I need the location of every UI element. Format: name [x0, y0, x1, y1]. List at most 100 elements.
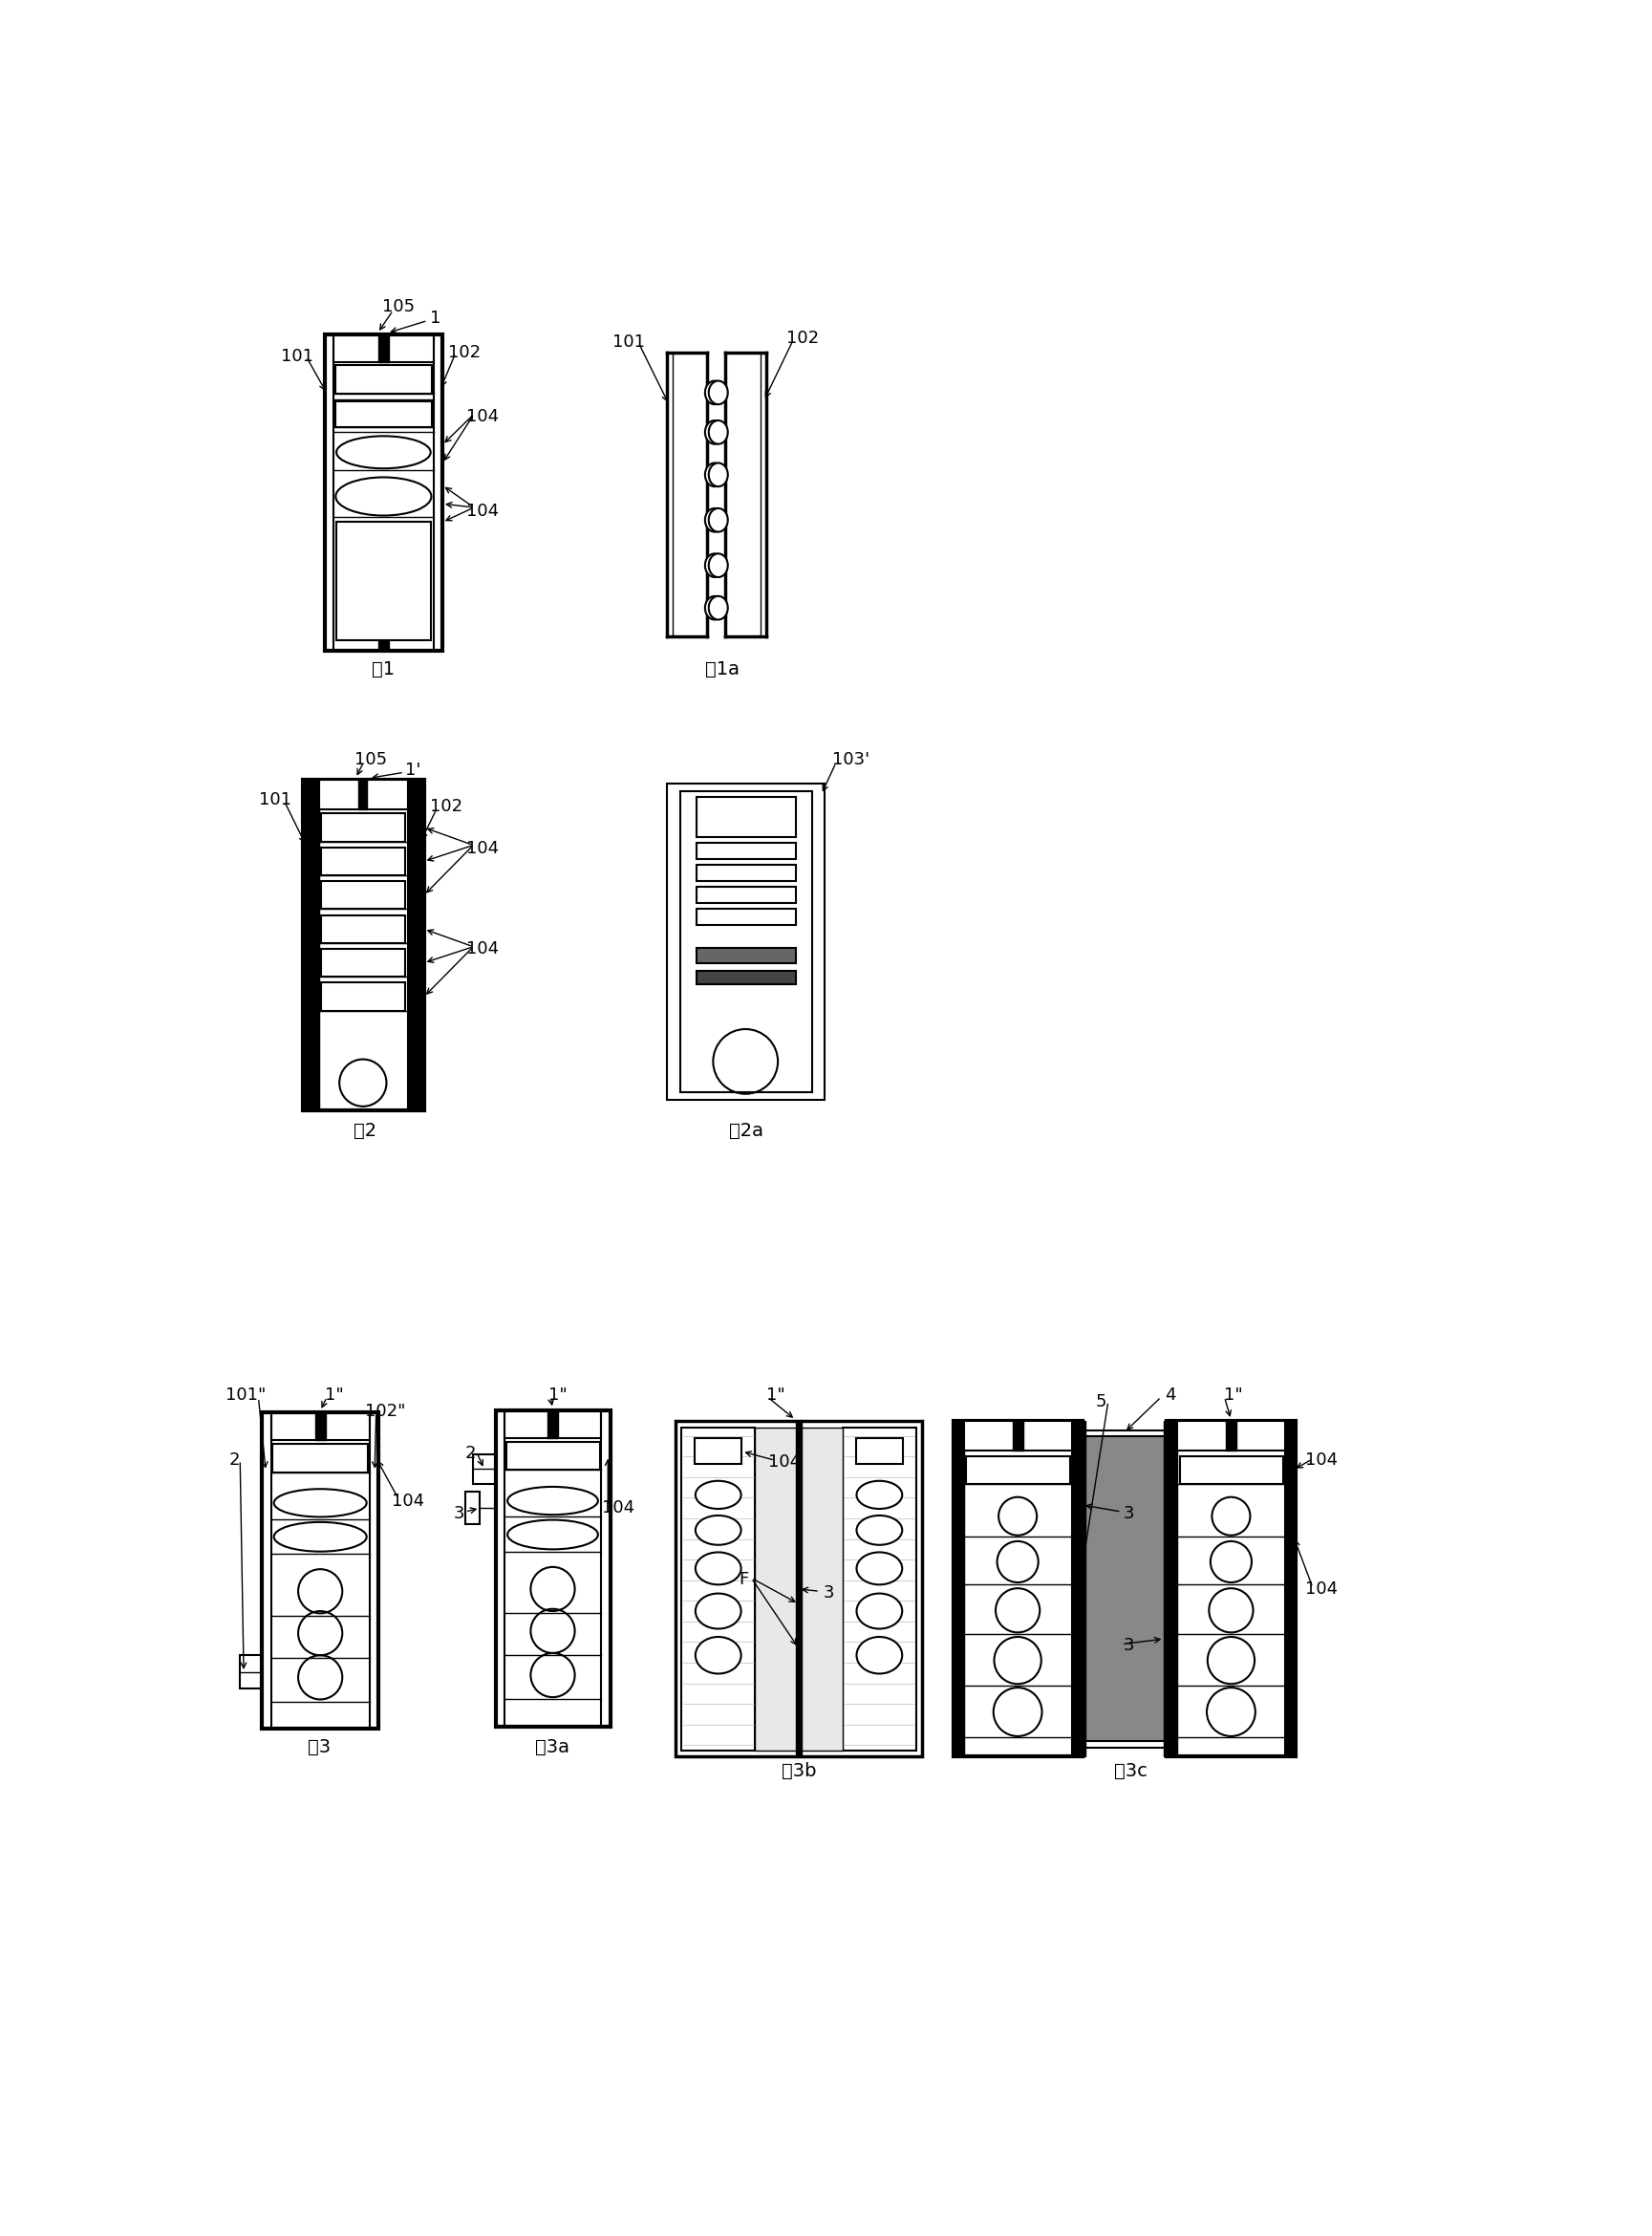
Bar	[302, 780, 425, 1111]
Bar	[547, 1411, 558, 1438]
Circle shape	[996, 1588, 1039, 1632]
Ellipse shape	[709, 420, 729, 445]
Text: 104: 104	[601, 1500, 634, 1516]
Ellipse shape	[857, 1480, 902, 1509]
Bar	[358, 780, 367, 809]
Ellipse shape	[709, 555, 729, 577]
Text: 102": 102"	[365, 1404, 406, 1420]
Text: 103': 103'	[833, 751, 869, 769]
Text: 图3: 图3	[307, 1737, 330, 1755]
Bar	[755, 1427, 843, 1751]
Bar	[378, 335, 388, 362]
Bar	[472, 1453, 496, 1485]
Text: 3: 3	[1123, 1637, 1135, 1655]
Bar	[334, 335, 433, 651]
Text: 104: 104	[466, 503, 499, 519]
Text: 104: 104	[1305, 1581, 1338, 1599]
Bar	[240, 1655, 263, 1688]
Text: 1': 1'	[405, 762, 421, 778]
Bar	[335, 364, 433, 394]
Text: 104: 104	[466, 409, 499, 425]
Text: 101": 101"	[226, 1386, 266, 1404]
Circle shape	[339, 1060, 387, 1107]
Bar	[1072, 1422, 1082, 1755]
Bar	[1165, 1422, 1170, 1755]
Text: 105: 105	[355, 751, 387, 769]
Text: 图3a: 图3a	[535, 1737, 570, 1755]
Bar	[695, 1438, 742, 1465]
Text: 2: 2	[228, 1451, 240, 1469]
Circle shape	[993, 1688, 1042, 1735]
Text: 图2a: 图2a	[729, 1122, 763, 1140]
Bar	[319, 780, 408, 809]
Bar	[320, 915, 406, 944]
Bar	[1080, 1431, 1170, 1746]
Ellipse shape	[705, 463, 724, 487]
Bar	[796, 1422, 801, 1755]
Bar	[667, 783, 824, 1100]
Bar	[273, 1444, 368, 1471]
Text: 102: 102	[448, 344, 481, 362]
Ellipse shape	[705, 380, 724, 405]
Bar	[408, 780, 425, 1111]
Ellipse shape	[705, 555, 724, 577]
Text: 1": 1"	[1224, 1386, 1242, 1404]
Ellipse shape	[709, 508, 729, 532]
Ellipse shape	[695, 1594, 742, 1628]
Bar	[316, 1413, 325, 1440]
Ellipse shape	[709, 597, 729, 619]
Circle shape	[1208, 1637, 1254, 1684]
Text: 3: 3	[1123, 1505, 1135, 1523]
Text: 1": 1"	[325, 1386, 344, 1404]
Bar	[695, 910, 796, 926]
Bar	[325, 335, 443, 651]
Text: 104: 104	[466, 838, 499, 856]
Bar	[320, 984, 406, 1011]
Bar	[1082, 1436, 1166, 1742]
Circle shape	[1209, 1588, 1254, 1632]
Bar	[263, 1413, 378, 1728]
Bar	[856, 1438, 904, 1465]
Text: 104: 104	[466, 941, 499, 957]
Bar	[965, 1422, 1072, 1451]
Bar	[695, 843, 796, 859]
Bar	[1180, 1456, 1284, 1485]
Bar	[1079, 1422, 1085, 1755]
Bar	[1166, 1422, 1295, 1755]
Circle shape	[1206, 1688, 1256, 1735]
Bar	[965, 1422, 1072, 1755]
Bar	[271, 1413, 370, 1728]
Bar	[271, 1413, 370, 1440]
Bar	[966, 1456, 1070, 1485]
Bar	[320, 948, 406, 977]
Ellipse shape	[857, 1637, 902, 1675]
Bar	[320, 847, 406, 874]
Text: 102: 102	[430, 798, 463, 816]
Bar	[302, 780, 319, 1111]
Circle shape	[1211, 1541, 1252, 1583]
Bar	[695, 948, 796, 964]
Ellipse shape	[857, 1594, 902, 1628]
Text: 101: 101	[259, 792, 292, 807]
Text: 4: 4	[1165, 1386, 1176, 1404]
Ellipse shape	[857, 1516, 902, 1545]
Ellipse shape	[709, 380, 729, 405]
Bar	[337, 523, 431, 642]
Bar	[681, 792, 811, 1093]
Text: 101: 101	[281, 349, 314, 364]
Text: 1": 1"	[548, 1386, 567, 1404]
Bar	[334, 335, 433, 362]
Ellipse shape	[705, 420, 724, 445]
Text: 2: 2	[464, 1444, 476, 1462]
Ellipse shape	[857, 1552, 902, 1585]
Bar	[335, 402, 433, 427]
Bar	[1178, 1422, 1285, 1451]
Bar	[695, 888, 796, 903]
Circle shape	[995, 1637, 1041, 1684]
Text: 104: 104	[1305, 1451, 1338, 1469]
Bar	[1178, 1422, 1285, 1755]
Ellipse shape	[709, 463, 729, 487]
Bar	[843, 1427, 917, 1751]
Ellipse shape	[695, 1552, 742, 1585]
Bar	[320, 881, 406, 910]
